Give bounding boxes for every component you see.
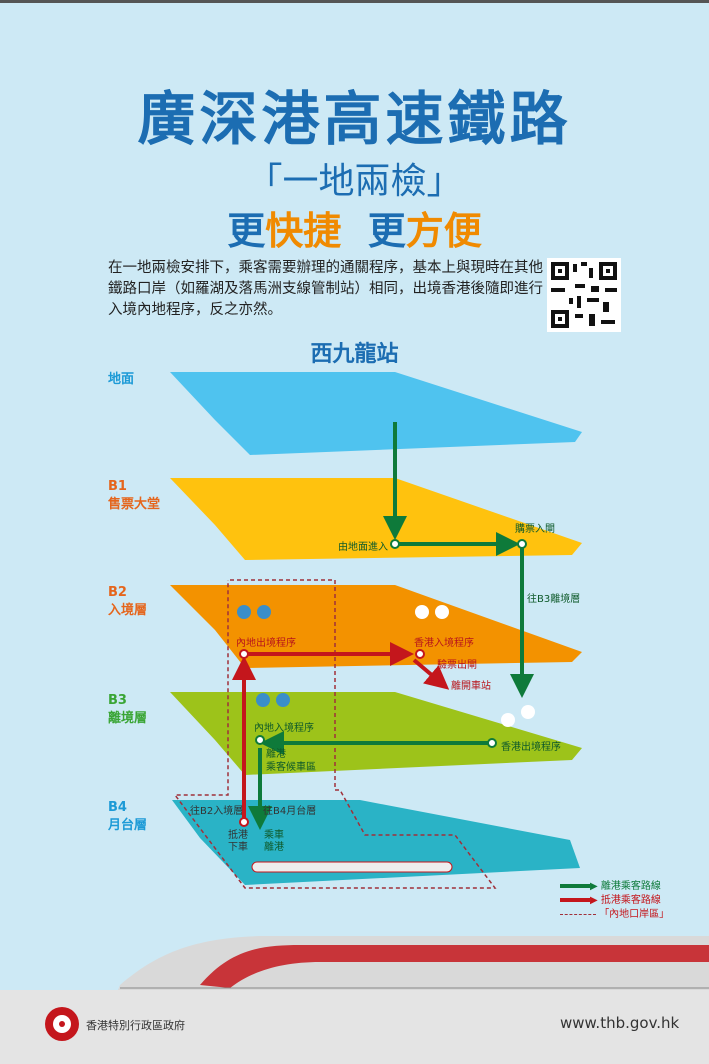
label-to-b2: 往B2入境層	[190, 806, 244, 817]
label-line: 乘客候車區	[266, 762, 316, 773]
label-mainland-entry: 內地入境程序	[254, 723, 314, 734]
level-code: B3	[108, 693, 127, 708]
label-line: 抵港	[228, 830, 248, 841]
slogan: 更快捷 更方便	[0, 200, 709, 255]
government-name: 香港特別行政區政府	[86, 1019, 185, 1032]
level-name: 月台層	[108, 818, 148, 833]
slogan-text: 更	[367, 209, 406, 253]
level-code: B4	[108, 800, 127, 815]
label-to-b4: 往B4月台層	[263, 806, 317, 817]
poster-title: 廣深港高速鐵路	[137, 85, 572, 153]
level-label-b3: B3 離境層	[108, 692, 147, 728]
level-label-b4: B4 月台層	[108, 799, 147, 835]
legend: ▶ 離港乘客路線 ▶ 抵港乘客路線 「內地口岸區」	[560, 880, 669, 922]
level-name: 地面	[108, 372, 135, 387]
hksar-emblem-icon	[45, 1007, 79, 1041]
label-line: 離港	[266, 749, 286, 760]
label-enter-ground: 由地面進入	[338, 542, 388, 553]
legend-arriving: ▶ 抵港乘客路線	[560, 894, 669, 908]
label-hk-exit: 香港出境程序	[501, 742, 561, 753]
slogan-text: 快捷	[265, 209, 342, 253]
intro-text: 在一地兩檢安排下，乘客需要辦理的通關程序，基本上與現時在其他鐵路口岸（如羅湖及落…	[108, 260, 543, 318]
label-mainland-exit: 內地出境程序	[236, 638, 296, 649]
label-buy-ticket: 購票入閘	[515, 524, 555, 535]
departing-route	[248, 422, 534, 830]
station-diagram	[118, 372, 709, 990]
arriving-route	[232, 642, 450, 818]
level-ground-shape	[170, 372, 582, 455]
label-hk-entry: 香港入境程序	[414, 638, 474, 649]
legend-label: 離港乘客路線	[600, 881, 661, 892]
mainland-zone-outline	[173, 579, 497, 889]
slogan-text: 方便	[405, 209, 482, 253]
train-icon	[251, 861, 453, 873]
legend-zone: 「內地口岸區」	[560, 908, 669, 922]
station-name: 西九龍站	[310, 342, 399, 367]
legend-label: 抵港乘客路線	[600, 895, 661, 906]
label-line: 乘車	[264, 830, 284, 841]
top-border	[0, 0, 709, 3]
level-label-ground: 地面	[108, 371, 134, 389]
officer-icons	[237, 605, 535, 727]
label-arrive: 抵港 下車	[228, 830, 248, 854]
level-b3-shape	[170, 692, 582, 775]
legend-departing: ▶ 離港乘客路線	[560, 880, 669, 894]
label-to-b3: 往B3離境層	[527, 594, 581, 605]
legend-label: 「內地口岸區」	[599, 909, 670, 920]
slogan-text: 更	[227, 209, 266, 253]
level-name: 售票大堂	[108, 497, 161, 512]
label-ticket-exit: 驗票出閘	[437, 660, 477, 671]
level-code: B2	[108, 585, 127, 600]
level-name: 入境層	[108, 603, 148, 618]
website-link[interactable]: www.thb.gov.hk	[560, 1014, 680, 1032]
level-label-b2: B2 入境層	[108, 584, 147, 620]
level-b2-shape	[170, 585, 582, 668]
label-waiting-area: 離港 乘客候車區	[266, 748, 316, 774]
label-leave-station: 離開車站	[451, 681, 491, 692]
level-name: 離境層	[108, 711, 148, 726]
level-label-b1: B1 售票大堂	[108, 478, 160, 514]
qr-code[interactable]	[547, 258, 621, 332]
poster-subtitle: 「一地兩檢」	[246, 161, 463, 202]
level-b1-shape	[170, 478, 582, 560]
level-code: B1	[108, 479, 127, 494]
label-line: 下車	[228, 842, 248, 853]
footer	[0, 990, 709, 1064]
label-line: 離港	[264, 842, 284, 853]
label-board: 乘車 離港	[264, 830, 284, 854]
